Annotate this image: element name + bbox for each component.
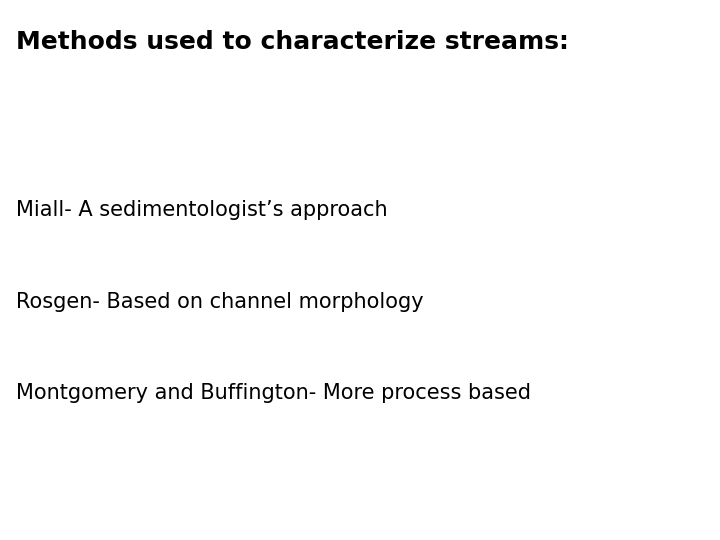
Text: Rosgen- Based on channel morphology: Rosgen- Based on channel morphology [16, 292, 423, 312]
Text: Miall- A sedimentologist’s approach: Miall- A sedimentologist’s approach [16, 200, 387, 220]
Text: Montgomery and Buffington- More process based: Montgomery and Buffington- More process … [16, 383, 531, 403]
Text: Methods used to characterize streams:: Methods used to characterize streams: [16, 30, 569, 53]
